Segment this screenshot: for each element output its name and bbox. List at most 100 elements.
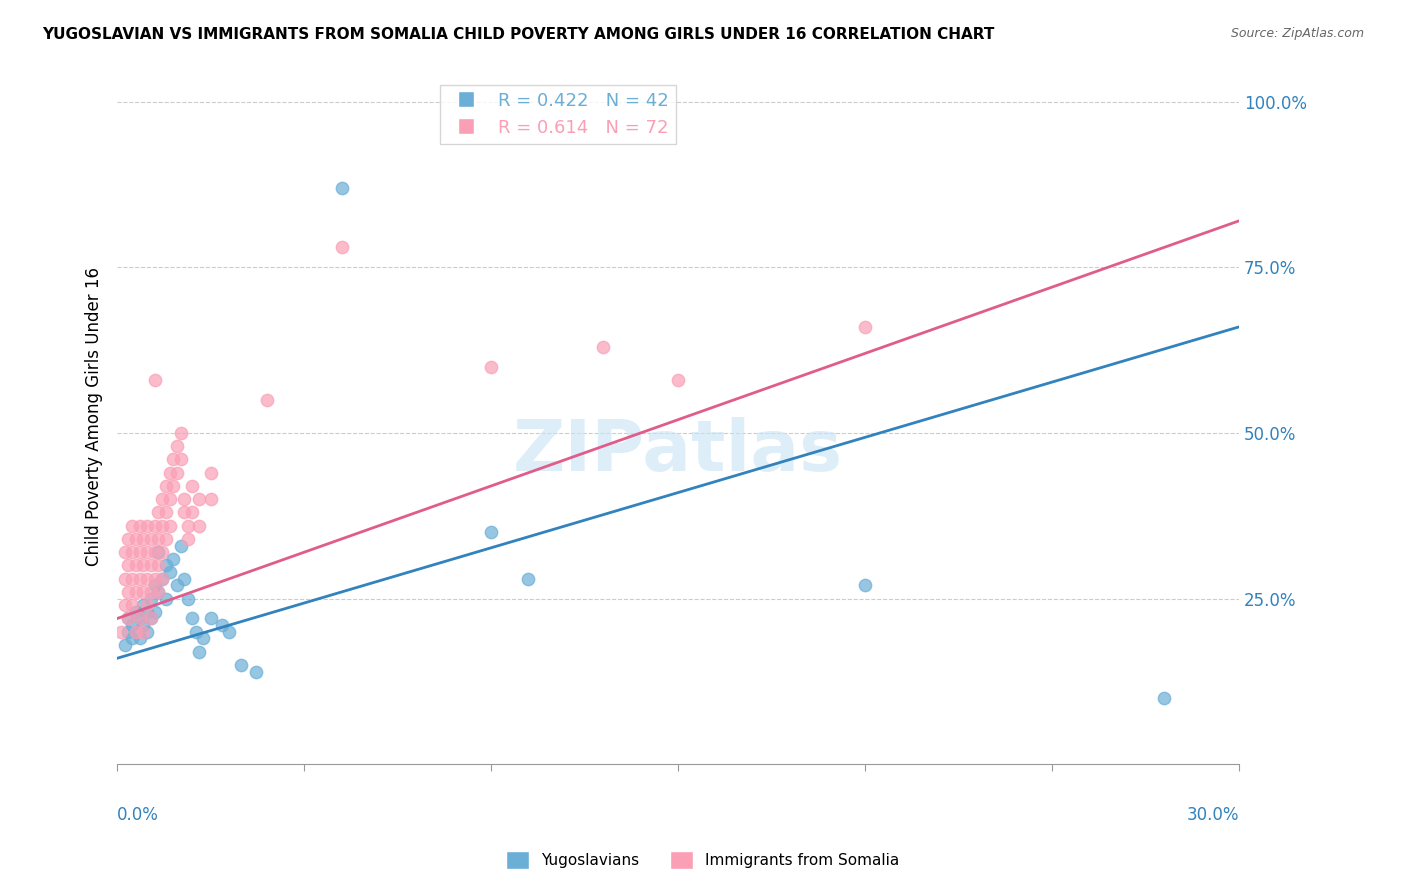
Point	[139, 591, 162, 606]
Point	[159, 565, 181, 579]
Point	[155, 479, 177, 493]
Point	[121, 545, 143, 559]
Point	[245, 665, 267, 679]
Point	[166, 466, 188, 480]
Point	[114, 572, 136, 586]
Point	[132, 532, 155, 546]
Point	[125, 532, 148, 546]
Point	[188, 492, 211, 507]
Point	[143, 373, 166, 387]
Point	[177, 532, 200, 546]
Point	[117, 624, 139, 639]
Point	[132, 618, 155, 632]
Point	[128, 518, 150, 533]
Point	[148, 585, 170, 599]
Point	[162, 552, 184, 566]
Point	[128, 545, 150, 559]
Point	[173, 572, 195, 586]
Text: ZIPatlas: ZIPatlas	[513, 417, 844, 485]
Point	[139, 611, 162, 625]
Point	[666, 373, 689, 387]
Point	[136, 624, 159, 639]
Point	[853, 578, 876, 592]
Point	[150, 518, 173, 533]
Point	[128, 572, 150, 586]
Point	[128, 611, 150, 625]
Point	[148, 545, 170, 559]
Point	[479, 525, 502, 540]
Point	[479, 359, 502, 374]
Point	[200, 611, 222, 625]
Point	[117, 611, 139, 625]
Legend: Yugoslavians, Immigrants from Somalia: Yugoslavians, Immigrants from Somalia	[501, 845, 905, 875]
Point	[188, 518, 211, 533]
Point	[173, 506, 195, 520]
Point	[148, 532, 170, 546]
Point	[121, 632, 143, 646]
Point	[143, 572, 166, 586]
Point	[117, 558, 139, 573]
Point	[256, 392, 278, 407]
Y-axis label: Child Poverty Among Girls Under 16: Child Poverty Among Girls Under 16	[86, 267, 103, 566]
Point	[162, 452, 184, 467]
Text: 30.0%: 30.0%	[1187, 806, 1239, 824]
Point	[184, 624, 207, 639]
Point	[125, 585, 148, 599]
Point	[155, 591, 177, 606]
Point	[139, 532, 162, 546]
Point	[853, 320, 876, 334]
Point	[159, 492, 181, 507]
Point	[114, 638, 136, 652]
Point	[125, 558, 148, 573]
Point	[150, 572, 173, 586]
Point	[121, 572, 143, 586]
Point	[150, 492, 173, 507]
Point	[592, 340, 614, 354]
Point	[155, 532, 177, 546]
Text: 0.0%: 0.0%	[117, 806, 159, 824]
Point	[114, 545, 136, 559]
Legend: R = 0.422   N = 42, R = 0.614   N = 72: R = 0.422 N = 42, R = 0.614 N = 72	[440, 85, 676, 144]
Point	[132, 558, 155, 573]
Point	[166, 439, 188, 453]
Point	[155, 558, 177, 573]
Point	[121, 518, 143, 533]
Point	[125, 605, 148, 619]
Point	[170, 452, 193, 467]
Point	[193, 632, 215, 646]
Point	[159, 518, 181, 533]
Point	[330, 240, 353, 254]
Point	[139, 611, 162, 625]
Text: Source: ZipAtlas.com: Source: ZipAtlas.com	[1230, 27, 1364, 40]
Point	[143, 605, 166, 619]
Point	[110, 624, 132, 639]
Point	[177, 591, 200, 606]
Point	[148, 506, 170, 520]
Point	[173, 492, 195, 507]
Point	[200, 492, 222, 507]
Text: YUGOSLAVIAN VS IMMIGRANTS FROM SOMALIA CHILD POVERTY AMONG GIRLS UNDER 16 CORREL: YUGOSLAVIAN VS IMMIGRANTS FROM SOMALIA C…	[42, 27, 994, 42]
Point	[128, 632, 150, 646]
Point	[143, 545, 166, 559]
Point	[125, 624, 148, 639]
Point	[159, 466, 181, 480]
Point	[181, 611, 204, 625]
Point	[117, 532, 139, 546]
Point	[330, 181, 353, 195]
Point	[136, 545, 159, 559]
Point	[121, 599, 143, 613]
Point	[229, 657, 252, 672]
Point	[143, 518, 166, 533]
Point	[1153, 691, 1175, 706]
Point	[136, 518, 159, 533]
Point	[181, 506, 204, 520]
Point	[136, 605, 159, 619]
Point	[121, 618, 143, 632]
Point	[150, 545, 173, 559]
Point	[128, 611, 150, 625]
Point	[166, 578, 188, 592]
Point	[136, 572, 159, 586]
Point	[114, 599, 136, 613]
Point	[188, 645, 211, 659]
Point	[162, 479, 184, 493]
